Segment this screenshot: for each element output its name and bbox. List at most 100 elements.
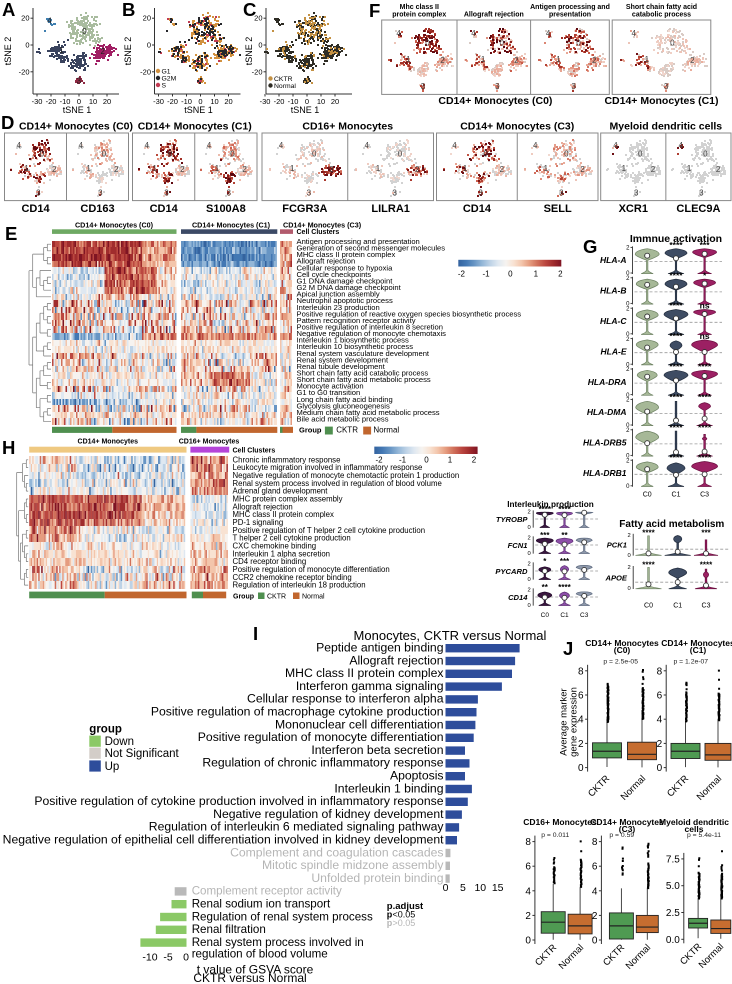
- svg-text:Renal tubule development: Renal tubule development: [297, 362, 386, 371]
- svg-text:2: 2: [558, 270, 563, 279]
- svg-text:Regulation of interleukin 18 p: Regulation of interleukin 18 production: [233, 581, 366, 590]
- svg-text:20: 20: [224, 97, 232, 106]
- svg-text:tSNE 1: tSNE 1: [63, 105, 92, 115]
- svg-text:4: 4: [16, 141, 21, 150]
- svg-text:Allograft rejection: Allograft rejection: [297, 257, 356, 266]
- svg-text:Cellular response to interfero: Cellular response to interferon alpha: [247, 692, 444, 706]
- svg-text:5.0: 5.0: [666, 881, 680, 892]
- svg-text:2: 2: [525, 911, 531, 922]
- svg-text:****: ****: [698, 392, 712, 402]
- svg-text:Immnue activation: Immnue activation: [630, 233, 722, 245]
- svg-text:Positive regulation of reactiv: Positive regulation of reactive oxygen s…: [297, 309, 522, 318]
- svg-text:G1 to G0 transition: G1 to G0 transition: [297, 388, 361, 397]
- svg-text:G1: G1: [162, 68, 171, 75]
- svg-text:MHC class II protein complex: MHC class II protein complex: [285, 666, 444, 680]
- svg-text:Short chain fatty acid: Short chain fatty acid: [626, 4, 697, 11]
- svg-text:Monocyte activation: Monocyte activation: [297, 382, 364, 391]
- svg-text:t value of GSVA score: t value of GSVA score: [197, 963, 314, 977]
- svg-text:4: 4: [613, 141, 618, 150]
- svg-text:-1: -1: [482, 270, 490, 279]
- svg-text:Cell Clusters: Cell Clusters: [233, 448, 276, 455]
- svg-text:CKTR: CKTR: [336, 426, 358, 435]
- svg-text:HLA-DRB1: HLA-DRB1: [583, 468, 627, 478]
- svg-text:0: 0: [499, 38, 504, 47]
- svg-text:****: ****: [642, 528, 655, 537]
- svg-text:CD14+ Monocytes (C0): CD14+ Monocytes (C0): [75, 221, 154, 230]
- svg-text:****: ****: [669, 422, 683, 432]
- svg-text:>0.05: >0.05: [393, 918, 416, 928]
- svg-text:cells: cells: [685, 824, 704, 834]
- svg-text:2: 2: [114, 165, 119, 174]
- svg-text:I: I: [253, 623, 258, 644]
- svg-text:-30: -30: [32, 97, 43, 106]
- svg-text:2: 2: [592, 56, 597, 65]
- svg-text:p.adjust: p.adjust: [387, 901, 424, 912]
- svg-text:HLA-A: HLA-A: [600, 255, 626, 265]
- svg-text:20: 20: [143, 14, 151, 23]
- svg-text:Interferon gamma signaling: Interferon gamma signaling: [296, 679, 444, 693]
- svg-text:***: ***: [700, 240, 711, 250]
- svg-text:CD4 receptor binding: CD4 receptor binding: [233, 557, 307, 566]
- svg-text:S100A8: S100A8: [206, 203, 246, 215]
- svg-text:*: *: [543, 557, 547, 566]
- svg-text:-5: -5: [163, 952, 172, 964]
- svg-text:Fatty acid metabolism: Fatty acid metabolism: [619, 519, 724, 530]
- svg-text:C1: C1: [672, 492, 681, 499]
- svg-text:-2: -2: [458, 270, 466, 279]
- svg-text:Complement receptor activity: Complement receptor activity: [192, 885, 342, 898]
- svg-text:0: 0: [508, 270, 513, 279]
- svg-text:0: 0: [626, 302, 630, 308]
- svg-text:0: 0: [258, 41, 262, 50]
- svg-text:Regulation of interleukin 6 me: Regulation of interleukin 6 mediated sig…: [149, 820, 445, 834]
- svg-text:FCN1: FCN1: [508, 541, 528, 550]
- svg-text:-20: -20: [46, 97, 57, 106]
- svg-text:Interleukin 1 biosynthetic pro: Interleukin 1 biosynthetic process: [297, 336, 409, 345]
- svg-text:0: 0: [626, 362, 630, 368]
- svg-text:HLA-C: HLA-C: [600, 316, 627, 326]
- svg-text:2: 2: [527, 562, 530, 568]
- svg-text:Renal filtration: Renal filtration: [192, 923, 266, 936]
- svg-text:2: 2: [626, 398, 630, 404]
- svg-text:0: 0: [305, 97, 309, 106]
- svg-text:CD14+ Monocytes (C0): CD14+ Monocytes (C0): [438, 95, 552, 107]
- svg-text:1: 1: [463, 164, 468, 173]
- svg-text:4: 4: [578, 715, 584, 726]
- svg-text:group: group: [89, 724, 122, 736]
- svg-text:Interleukin production: Interleukin production: [507, 500, 593, 509]
- svg-text:2: 2: [690, 56, 695, 65]
- svg-text:0: 0: [147, 41, 151, 50]
- svg-text:Myeloid dendritic: Myeloid dendritic: [659, 817, 729, 827]
- svg-text:2.5: 2.5: [666, 908, 680, 919]
- svg-text:2: 2: [242, 165, 247, 174]
- svg-text:****: ****: [669, 270, 683, 280]
- svg-text:0: 0: [82, 27, 87, 36]
- svg-text:2: 2: [440, 56, 445, 65]
- svg-text:4: 4: [678, 141, 683, 150]
- svg-text:S: S: [162, 82, 167, 89]
- svg-text:p: p: [387, 910, 393, 920]
- svg-text:2: 2: [578, 739, 584, 750]
- svg-text:CD16+ Monocytes: CD16+ Monocytes: [179, 439, 240, 446]
- svg-text:0: 0: [576, 38, 581, 47]
- svg-text:3: 3: [36, 189, 41, 198]
- svg-text:Short chain fatty acid catabol: Short chain fatty acid catabolic process: [297, 369, 429, 378]
- svg-text:Bile acid metabolic process: Bile acid metabolic process: [297, 415, 389, 424]
- svg-text:-20: -20: [252, 67, 263, 76]
- svg-text:SELL: SELL: [544, 203, 572, 215]
- svg-text:Negative regulation of kidney: Negative regulation of kidney developmen…: [213, 807, 444, 821]
- svg-text:C0: C0: [644, 603, 653, 610]
- svg-text:CKTR versus Normal: CKTR versus Normal: [193, 971, 306, 984]
- svg-text:Peptide antigen binding: Peptide antigen binding: [316, 641, 443, 655]
- svg-text:Renal system development: Renal system development: [297, 355, 389, 364]
- svg-text:(C1): (C1): [690, 645, 707, 655]
- svg-text:4: 4: [364, 141, 369, 150]
- svg-text:-2: -2: [375, 456, 383, 465]
- svg-text:2: 2: [626, 367, 630, 373]
- svg-text:Myeloid dendritic cells: Myeloid dendritic cells: [610, 121, 723, 133]
- svg-text:0: 0: [626, 271, 630, 277]
- svg-text:CKTR: CKTR: [274, 76, 293, 83]
- svg-text:CD14+ Monocytes (C1): CD14+ Monocytes (C1): [138, 121, 252, 133]
- svg-text:3: 3: [164, 189, 169, 198]
- svg-text:2: 2: [180, 165, 185, 174]
- svg-text:10: 10: [317, 97, 325, 106]
